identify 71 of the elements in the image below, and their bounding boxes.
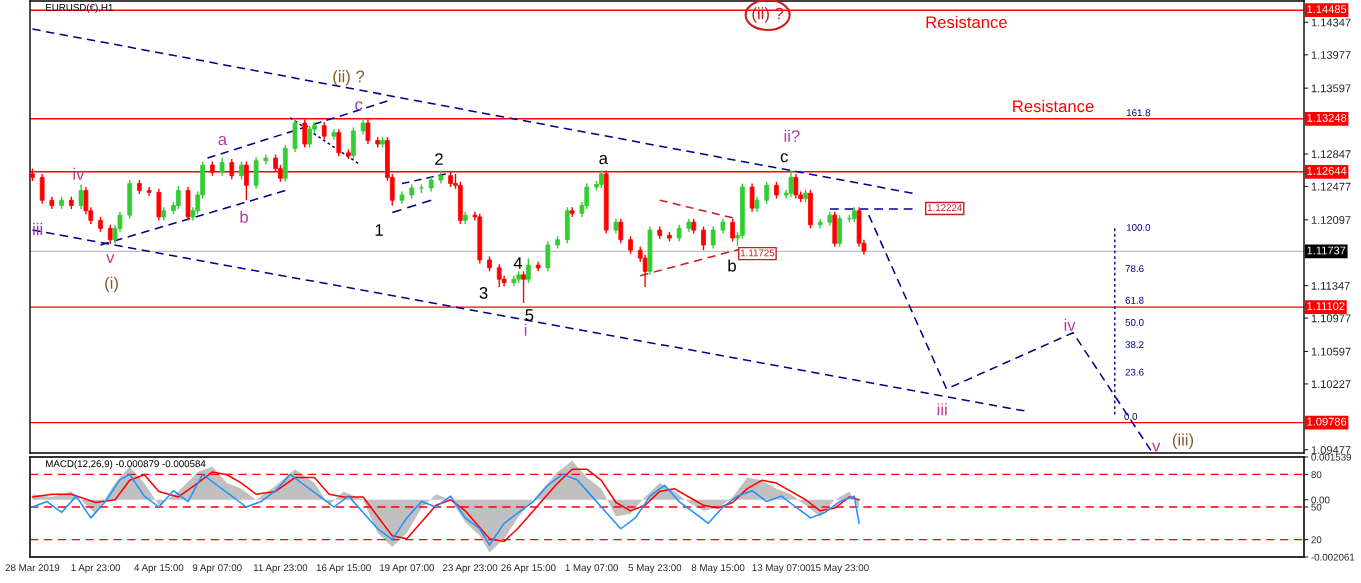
x-tick-label: 19 Apr 07:00 [380, 564, 435, 574]
annotation: b [728, 259, 736, 272]
x-tick-label: 4 Apr 15:00 [134, 564, 184, 574]
annotation: 50.0 [1125, 319, 1144, 326]
x-tick-label: 11 Apr 23:00 [253, 564, 308, 574]
ref-line-label: 1.13248 [1307, 113, 1347, 122]
y-tick-label: 0.00 [1311, 496, 1330, 504]
y-tick-label: 1.13977 [1311, 51, 1351, 59]
y-tick-label: 1.12097 [1311, 216, 1351, 224]
annotation: 1.12224 [927, 204, 963, 211]
annotation: iii [937, 403, 947, 416]
annotation: 2 [435, 153, 443, 165]
y2-tick-label: 50 [1311, 503, 1322, 511]
x-tick-label: 16 Apr 15:00 [316, 564, 371, 574]
ref-line-label: 1.09786 [1307, 417, 1347, 426]
y-tick-label: 1.09477 [1311, 446, 1351, 454]
y-tick-label: 1.12477 [1311, 182, 1351, 191]
annotation: b [240, 210, 248, 223]
annotation: 38.2 [1125, 341, 1144, 349]
annotation: Resistance [926, 15, 1007, 29]
x-tick-label: 13 May 07:00 [752, 564, 811, 574]
annotation: 61.8 [1125, 296, 1144, 304]
annotation: c [355, 101, 363, 111]
x-tick-label: 26 Apr 15:00 [501, 564, 556, 574]
annotation: 161.8 [1126, 109, 1151, 117]
chart-title: MACD(12,26,9) -0.000879 -0.000584 [46, 460, 206, 470]
ref-line-label: 1.11737 [1307, 246, 1346, 255]
x-tick-label: 28 Mar 2019 [5, 564, 60, 572]
annotation: ii? [784, 129, 800, 142]
y-tick-label: 1.12847 [1311, 150, 1351, 159]
annotation: 1 [375, 224, 383, 236]
annotation: 100.0 [1126, 224, 1151, 231]
annotation: 23.6 [1125, 368, 1144, 376]
annotation: a [218, 136, 228, 146]
annotation: iv [1064, 318, 1076, 331]
x-tick-label: 23 Apr 23:00 [442, 564, 498, 574]
annotation: (ii) ? [752, 7, 784, 23]
x-tick-label: 1 Apr 23:00 [71, 564, 121, 574]
annotation: 0.0 [1124, 413, 1138, 420]
annotation: a [599, 154, 608, 165]
x-tick-label: 8 May 15:00 [691, 564, 745, 574]
y2-tick-label: 80 [1311, 471, 1322, 479]
x-tick-label: 5 May 23:00 [628, 564, 682, 574]
annotation: 78.6 [1125, 265, 1144, 273]
ref-line-label: 1.11102 [1307, 302, 1345, 311]
y-tick-label: 0.001539 [1311, 453, 1352, 461]
y-tick-label: 1.13597 [1311, 84, 1351, 93]
annotation: (iii) [1172, 433, 1194, 450]
annotation: v [106, 254, 115, 263]
ref-line-label: 1.14485 [1307, 5, 1347, 14]
y-tick-label: 1.10977 [1311, 314, 1351, 323]
x-tick-label: 1 May 07:00 [565, 564, 618, 574]
y-tick-label: -0.002061 [1311, 553, 1355, 561]
annotation: Resistance [1013, 99, 1094, 113]
annotation: 5 [525, 309, 534, 321]
y-tick-label: 1.10227 [1311, 380, 1351, 389]
x-tick-label: 15 May 23:00 [810, 564, 869, 574]
x-tick-label: 9 Apr 07:00 [192, 564, 242, 574]
y-tick-label: 1.11347 [1311, 281, 1350, 290]
y-tick-label: 1.10597 [1311, 347, 1351, 356]
ref-line-label: 1.12644 [1307, 166, 1347, 175]
annotation: 4 [513, 257, 523, 269]
annotation: 1.11725 [740, 249, 775, 257]
annotation: c [780, 153, 788, 163]
annotation: (i) [105, 276, 118, 293]
y-tick-label: 1.14347 [1311, 18, 1351, 27]
annotation: v [1152, 442, 1161, 452]
y2-tick-label: 20 [1311, 536, 1322, 544]
annotation: i [524, 323, 527, 336]
annotation: (ii) ? [333, 70, 365, 86]
annotation: 3 [479, 287, 488, 299]
